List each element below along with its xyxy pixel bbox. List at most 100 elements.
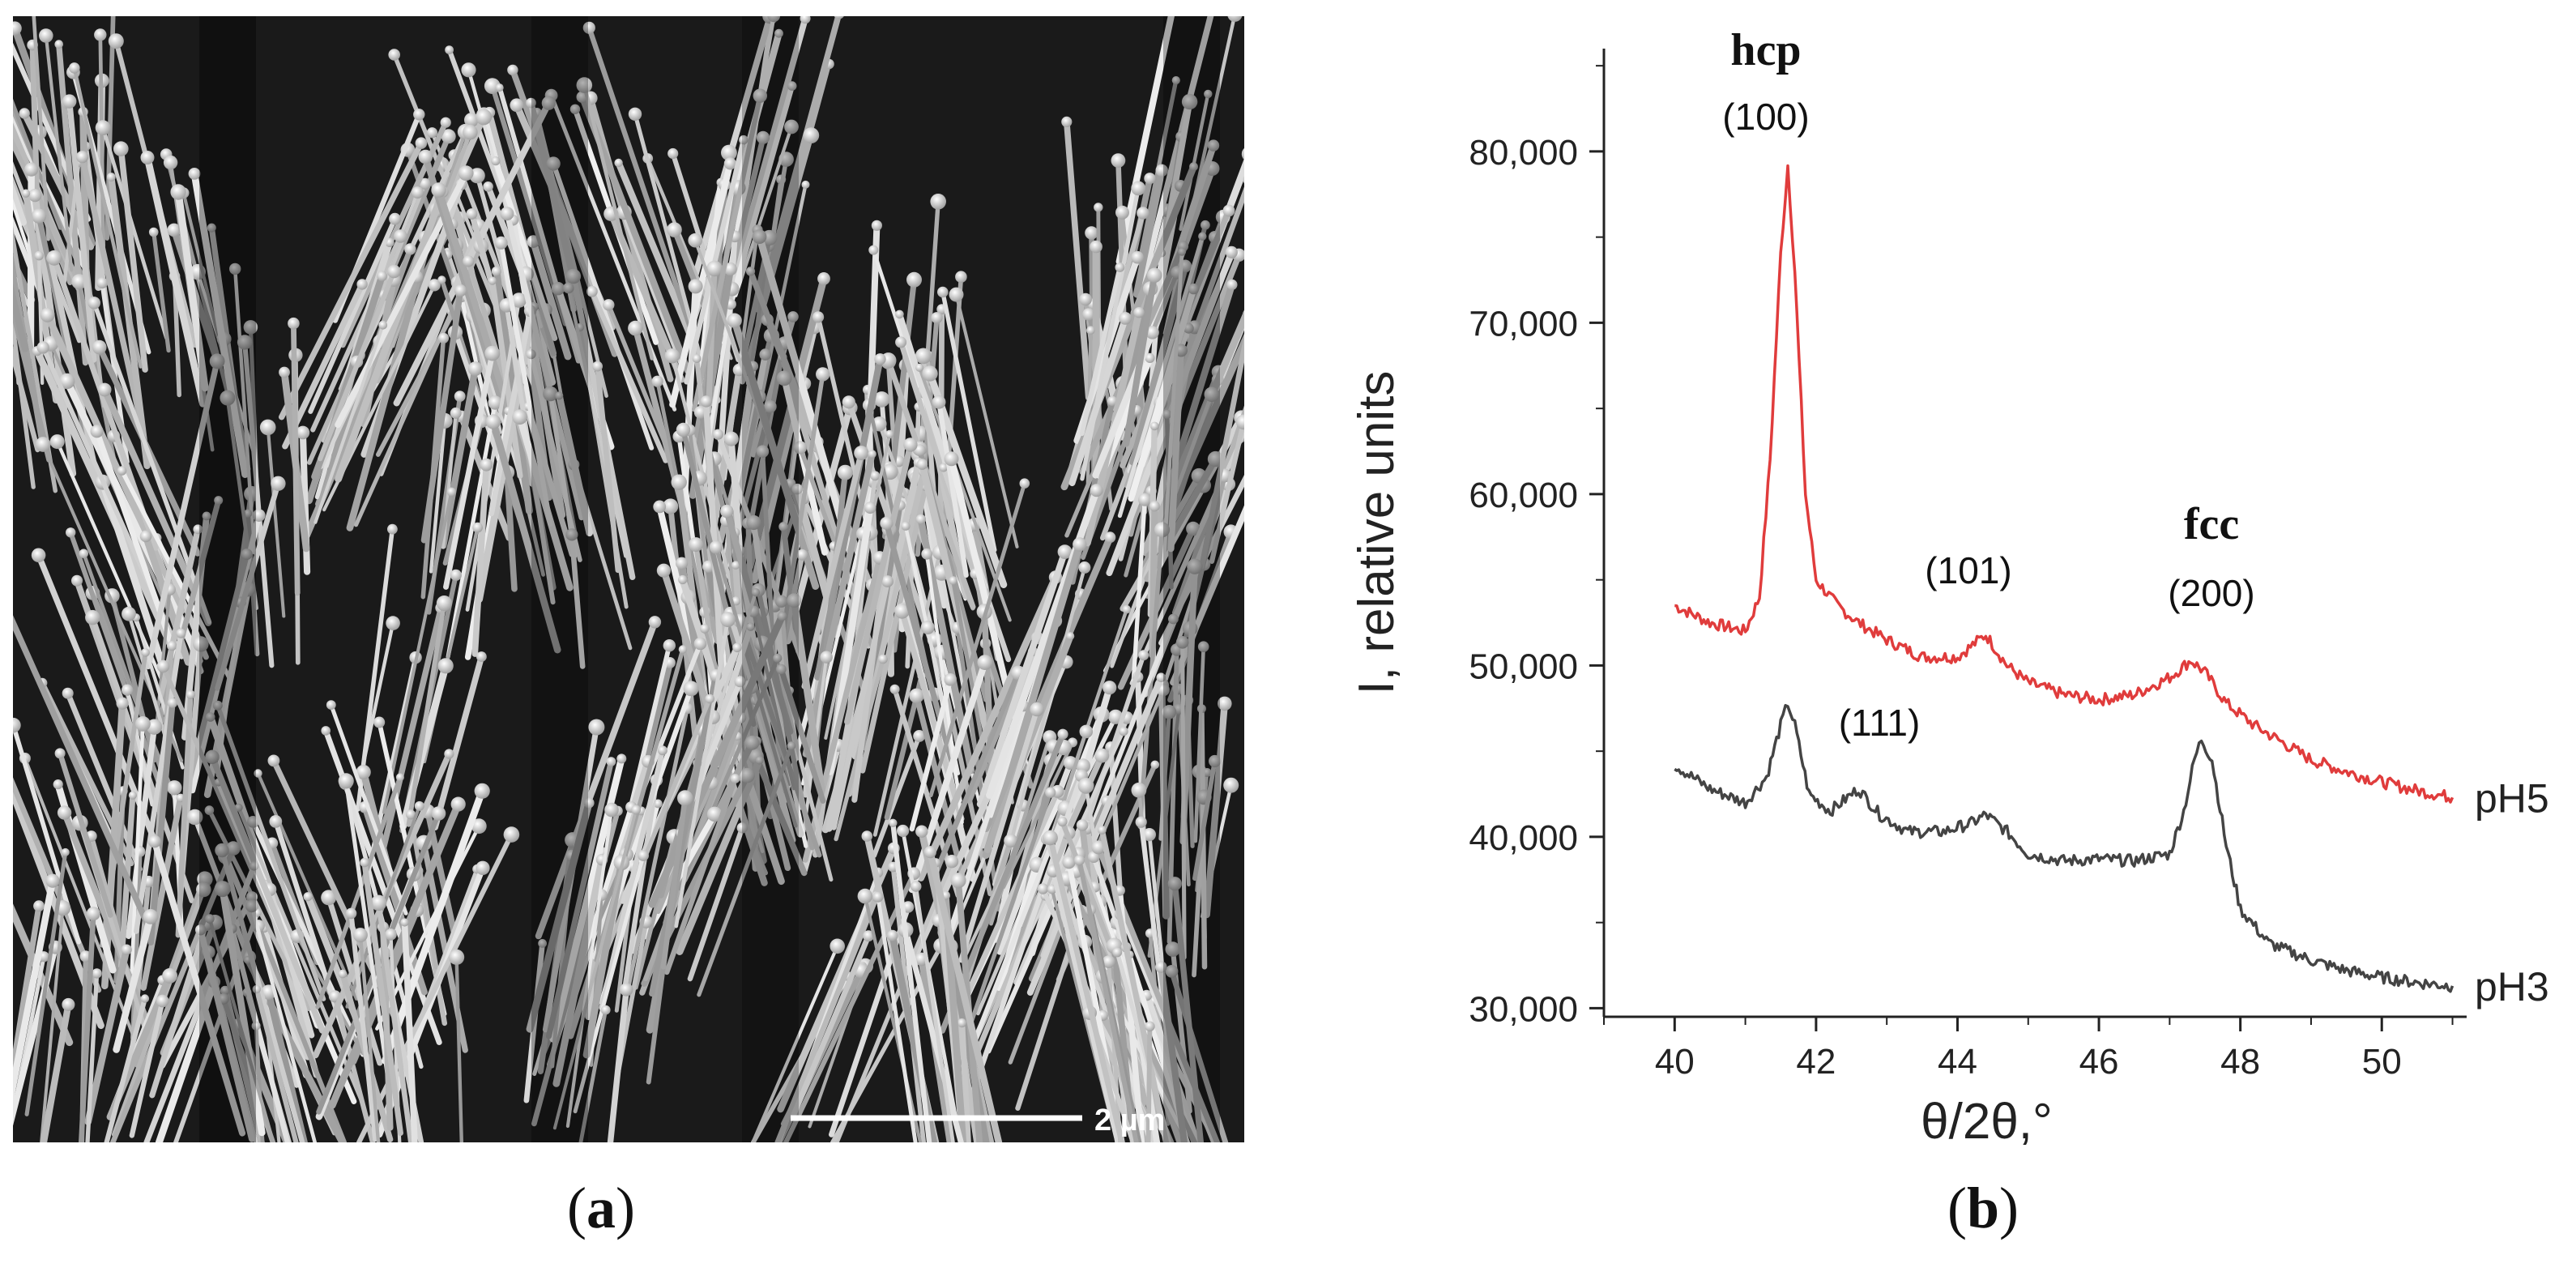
nanowire-tip xyxy=(13,717,21,733)
nanowire-tip xyxy=(546,156,561,171)
nanowire-tip xyxy=(921,548,933,560)
nanowire-tip xyxy=(426,127,438,139)
nanowire xyxy=(954,292,1019,548)
nanowire-tip xyxy=(454,391,466,402)
nanowire-tip xyxy=(205,749,220,764)
nanowire xyxy=(545,758,614,1039)
nanowire-tip xyxy=(688,279,703,294)
nanowire-tip xyxy=(1043,830,1058,846)
nanowire-tip xyxy=(1186,521,1201,536)
nanowire-tip xyxy=(910,881,922,892)
nanowire-tip xyxy=(1057,544,1073,559)
nanowire-tip xyxy=(45,873,60,888)
nanowire-tip xyxy=(776,664,787,675)
nanowire xyxy=(925,552,964,825)
nanowire xyxy=(535,618,659,940)
nanowire xyxy=(753,753,808,877)
nanowire-tip xyxy=(752,229,767,244)
nanowire xyxy=(680,427,757,727)
nanowire-tip xyxy=(466,208,478,220)
nanowire-tip xyxy=(739,134,748,145)
nanowire-tip xyxy=(97,382,112,397)
chart-axes: 30,000 40,000 50,000 60,000 70,000 80,000 40 42… xyxy=(1469,49,2467,1082)
nanowire xyxy=(1007,566,1087,851)
nanowire xyxy=(872,550,942,837)
nanowire-tip xyxy=(1201,220,1210,230)
nanowire-tip xyxy=(663,498,679,514)
nanowire xyxy=(1180,640,1187,960)
nanowire-tip xyxy=(36,341,49,354)
nanowire-tip xyxy=(128,791,137,800)
nanowire-tip xyxy=(1094,748,1110,763)
nanowire xyxy=(126,724,158,940)
nanowire-tip xyxy=(1150,760,1160,770)
nanowire-tip xyxy=(57,805,72,820)
nanowire-tip xyxy=(472,522,483,533)
nanowire-tip xyxy=(252,984,261,994)
nanowire-tip xyxy=(209,353,225,369)
nanowire-tip xyxy=(54,40,63,49)
nanowire-tip xyxy=(122,606,136,621)
nanowire-tip xyxy=(863,930,875,942)
nanowire xyxy=(599,747,666,1011)
nanowire-tip xyxy=(872,891,884,903)
nanowire-tip xyxy=(35,437,51,452)
nanowire-tip xyxy=(1085,226,1098,240)
nanowire-tip xyxy=(1037,883,1049,894)
nanowire xyxy=(175,691,194,938)
nanowire xyxy=(326,894,383,1066)
nanowire xyxy=(737,618,822,858)
nanowire-tip xyxy=(204,805,215,815)
nanowire-tip xyxy=(193,524,203,535)
nanowire-tip xyxy=(467,361,483,376)
nanowire xyxy=(1128,285,1197,502)
nanowire xyxy=(186,551,250,783)
nanowire xyxy=(420,287,464,544)
nanowire-tip xyxy=(121,944,132,955)
nanowire-tip xyxy=(140,151,155,164)
nanowire xyxy=(266,425,286,618)
nanowire-tip xyxy=(663,639,676,652)
chart-series: pH5 pH3 xyxy=(1674,164,2549,1009)
nanowire-tip xyxy=(491,156,501,166)
nanowire xyxy=(318,269,397,462)
nanowire xyxy=(573,853,646,1114)
chart-annotations: hcp (100) (101) fcc (200) (111) xyxy=(1722,25,2254,744)
nanowire-tip xyxy=(889,684,900,694)
nanowire xyxy=(890,820,932,1142)
nanowire-tip xyxy=(19,108,30,119)
nanowire xyxy=(145,358,220,670)
nanowire-tip xyxy=(868,450,876,459)
nanowire-tip xyxy=(71,574,83,587)
nanowire xyxy=(84,945,130,1125)
nanowire-tip xyxy=(450,796,466,812)
nanowire-tip xyxy=(450,569,462,581)
nanowire-tip xyxy=(296,425,310,440)
nanowire-tip xyxy=(930,194,946,210)
nanowire-tip xyxy=(1175,636,1189,649)
nanowire xyxy=(872,733,922,858)
nanowire xyxy=(687,825,745,982)
nanowire-tip xyxy=(563,282,574,294)
nanowire-tip xyxy=(1138,650,1149,661)
nanowire xyxy=(232,267,257,555)
nanowire-tip xyxy=(269,815,283,828)
nanowire-tip xyxy=(437,275,446,284)
nanowire-tip xyxy=(95,120,111,136)
nanowire-tip xyxy=(387,523,398,535)
nanowire xyxy=(219,847,305,1142)
y-tick-label: 50,000 xyxy=(1469,647,1578,686)
nanowire-tip xyxy=(731,561,740,570)
x-tick-label: 42 xyxy=(1796,1042,1836,1082)
nanowire xyxy=(143,154,207,408)
nanowire-tip xyxy=(1074,855,1085,866)
nanowire-tip xyxy=(373,716,386,728)
nanowire-tip xyxy=(1181,93,1198,110)
nanowire-tip xyxy=(96,277,109,289)
nanowire xyxy=(1129,263,1189,466)
nanowire-tip xyxy=(1004,834,1018,848)
nanowire-tip xyxy=(817,272,830,285)
nanowire-tip xyxy=(113,141,129,156)
nanowire-tip xyxy=(1209,754,1222,768)
nanowire-tip xyxy=(922,365,938,382)
